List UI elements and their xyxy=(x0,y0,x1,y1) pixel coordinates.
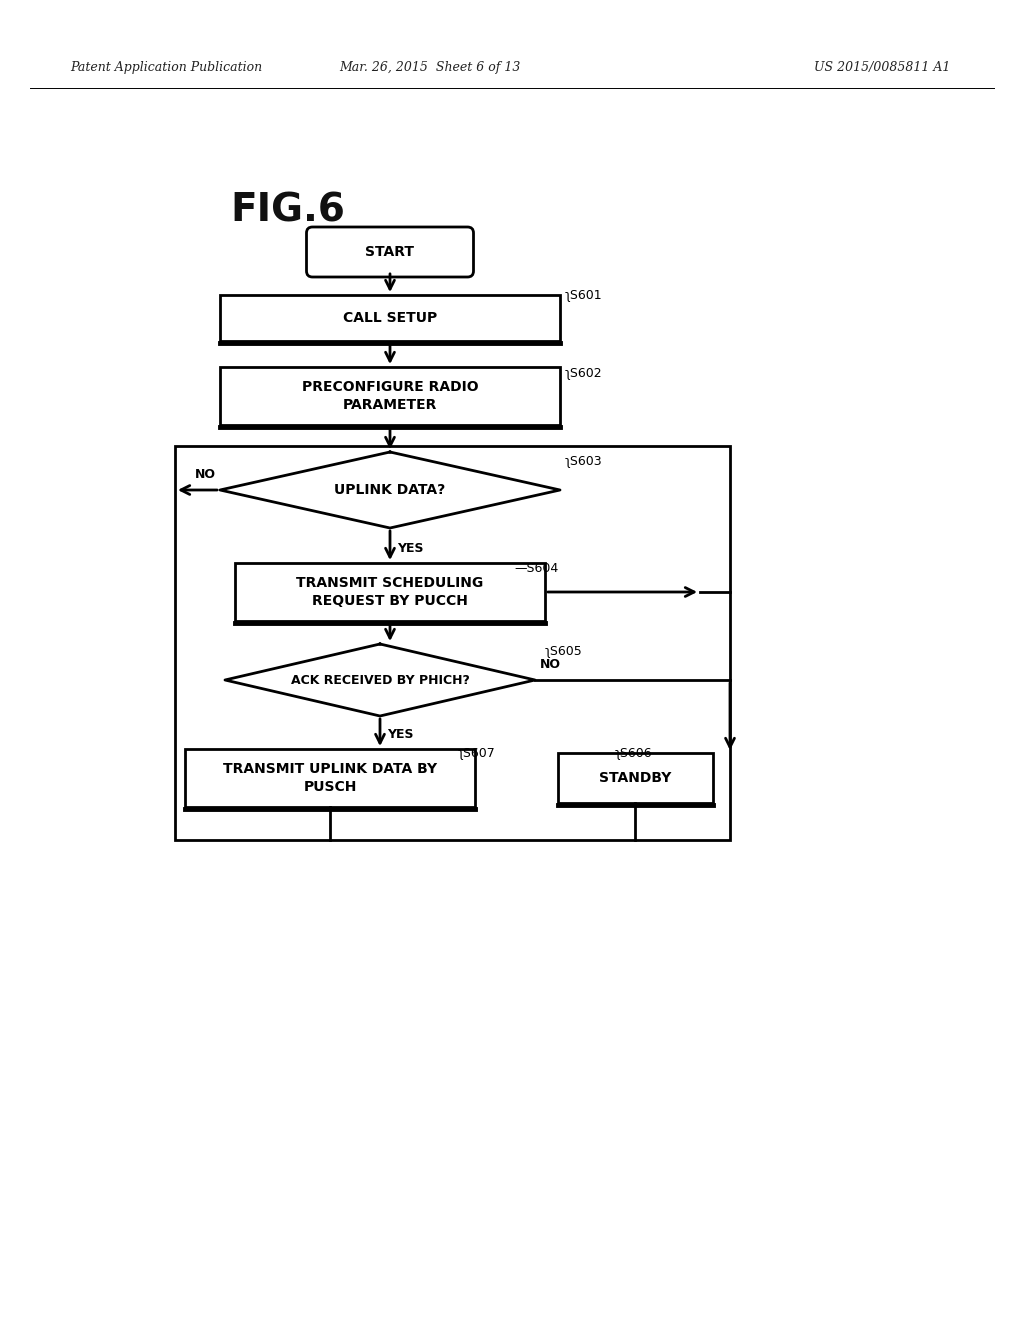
Text: CALL SETUP: CALL SETUP xyxy=(343,312,437,325)
Text: ACK RECEIVED BY PHICH?: ACK RECEIVED BY PHICH? xyxy=(291,673,469,686)
Text: START: START xyxy=(366,246,415,259)
Text: ʅS603: ʅS603 xyxy=(565,455,603,469)
Text: NO: NO xyxy=(195,467,216,480)
Text: ʅS605: ʅS605 xyxy=(545,645,583,659)
Text: YES: YES xyxy=(397,541,424,554)
Bar xyxy=(234,564,545,620)
Text: ʅS602: ʅS602 xyxy=(565,367,603,380)
Text: TRANSMIT UPLINK DATA BY
PUSCH: TRANSMIT UPLINK DATA BY PUSCH xyxy=(223,762,437,795)
Bar xyxy=(220,294,560,341)
Text: ʅS601: ʅS601 xyxy=(565,289,603,302)
Bar xyxy=(185,748,475,807)
Text: —S604: —S604 xyxy=(514,561,558,574)
Text: UPLINK DATA?: UPLINK DATA? xyxy=(335,483,445,498)
Text: ʅS607: ʅS607 xyxy=(458,747,496,760)
Text: FIG.6: FIG.6 xyxy=(230,191,345,228)
Text: YES: YES xyxy=(387,729,414,742)
Text: ʅS606: ʅS606 xyxy=(615,747,652,760)
Text: STANDBY: STANDBY xyxy=(599,771,671,785)
Text: US 2015/0085811 A1: US 2015/0085811 A1 xyxy=(814,62,950,74)
Text: NO: NO xyxy=(540,659,561,672)
Polygon shape xyxy=(225,644,535,715)
Text: TRANSMIT SCHEDULING
REQUEST BY PUCCH: TRANSMIT SCHEDULING REQUEST BY PUCCH xyxy=(296,576,483,609)
Bar xyxy=(220,367,560,425)
Bar xyxy=(175,446,730,840)
FancyBboxPatch shape xyxy=(306,227,473,277)
Bar xyxy=(557,752,713,803)
Polygon shape xyxy=(220,451,560,528)
Text: PRECONFIGURE RADIO
PARAMETER: PRECONFIGURE RADIO PARAMETER xyxy=(302,380,478,412)
Text: Mar. 26, 2015  Sheet 6 of 13: Mar. 26, 2015 Sheet 6 of 13 xyxy=(339,62,520,74)
Text: Patent Application Publication: Patent Application Publication xyxy=(70,62,262,74)
